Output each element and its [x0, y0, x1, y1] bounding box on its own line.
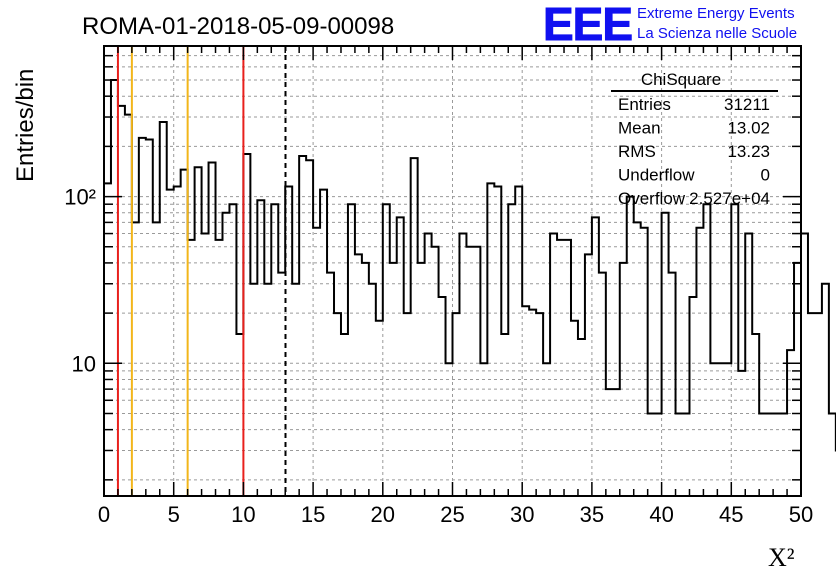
stats-label: RMS — [618, 142, 656, 161]
logo-mark: EEE — [543, 0, 632, 50]
axes — [103, 45, 802, 497]
y-tick-label: 10² — [64, 185, 96, 210]
eee-logo: EEE Extreme Energy Events La Scienza nel… — [543, 0, 798, 51]
stats-box: ChiSquare Entries 31211 Mean 13.02 RMS 13.23 U… — [611, 70, 778, 208]
chart-title: ROMA-01-2018-05-09-00098 — [82, 13, 394, 40]
stats-title: ChiSquare — [641, 70, 721, 89]
stats-label: Underflow — [618, 166, 695, 185]
x-tick-label: 25 — [440, 502, 464, 527]
stats-label: Overflow — [618, 189, 686, 208]
x-tick-label: 45 — [719, 502, 743, 527]
y-axis-label: Entries/bin — [12, 69, 39, 182]
stats-value: 31211 — [724, 95, 770, 114]
logo-line1: Extreme Energy Events — [637, 5, 795, 22]
x-tick-label: 50 — [789, 502, 813, 527]
x-tick-label: 30 — [510, 502, 534, 527]
histogram-outline — [104, 79, 836, 452]
x-tick-labels: 0 5 10 15 20 25 30 35 40 45 50 — [98, 502, 813, 527]
x-tick-label: 40 — [649, 502, 673, 527]
histogram — [104, 79, 836, 452]
stats-label: Mean — [618, 119, 661, 138]
x-tick-label: 20 — [371, 502, 395, 527]
stats-value: 2.527e+04 — [689, 189, 770, 208]
y-tick-label: 10 — [72, 351, 96, 376]
x-tick-label: 5 — [168, 502, 180, 527]
x-axis-label: X² — [768, 543, 795, 572]
x-tick-label: 15 — [301, 502, 325, 527]
x-tick-label: 35 — [580, 502, 604, 527]
stats-value: 13.23 — [727, 142, 770, 161]
y-tick-labels: 10 10² — [64, 185, 96, 377]
logo-line2: La Scienza nelle Scuole — [637, 25, 797, 42]
reference-lines — [116, 46, 287, 496]
x-tick-label: 0 — [98, 502, 110, 527]
stats-value: 13.02 — [727, 119, 770, 138]
stats-value: 0 — [761, 166, 770, 185]
x-tick-label: 10 — [231, 502, 255, 527]
stats-label: Entries — [618, 95, 671, 114]
grid-lines — [104, 46, 801, 496]
